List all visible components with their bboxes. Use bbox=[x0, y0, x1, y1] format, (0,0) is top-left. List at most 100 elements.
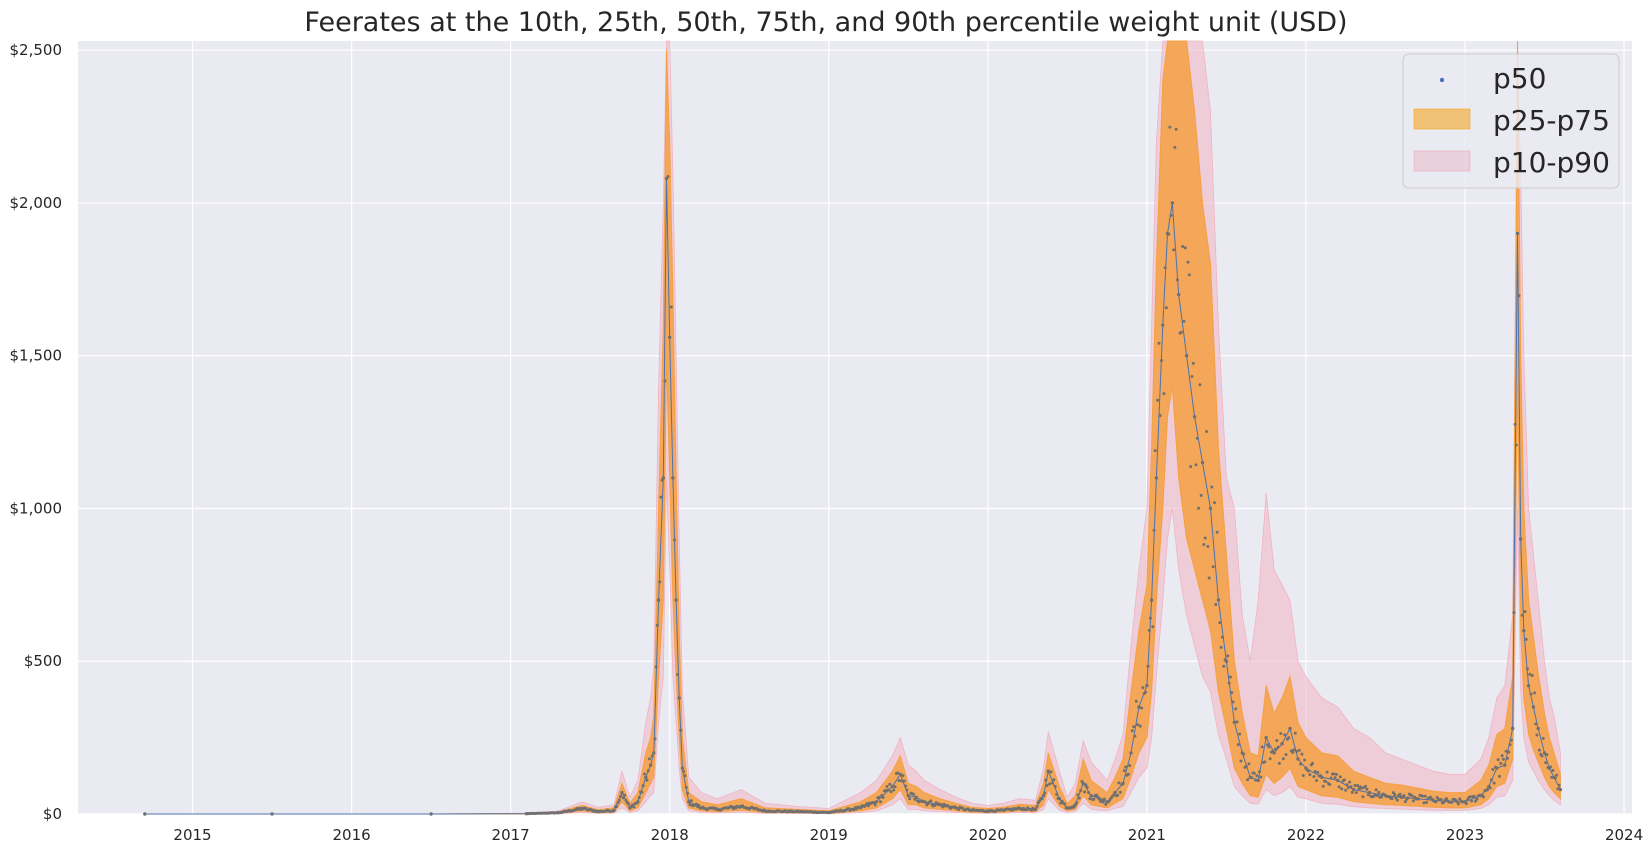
p50-point bbox=[1328, 782, 1332, 786]
p25-p75-band bbox=[144, 40, 1561, 815]
p50-point bbox=[1456, 802, 1460, 806]
p50-point bbox=[1348, 780, 1352, 784]
p50-point bbox=[579, 807, 583, 811]
p50-point bbox=[1116, 793, 1120, 797]
p50-point bbox=[1263, 760, 1267, 764]
p50-point bbox=[1536, 726, 1540, 731]
p50-point bbox=[898, 772, 903, 776]
p50-point bbox=[1344, 788, 1348, 792]
p50-point bbox=[671, 476, 675, 480]
p50-point bbox=[1500, 754, 1504, 758]
p50-point bbox=[650, 754, 654, 758]
p50-point bbox=[1169, 213, 1173, 217]
p50-point bbox=[825, 811, 829, 815]
p50-point bbox=[635, 801, 639, 805]
p50-point bbox=[1124, 765, 1128, 769]
legend-p10-p90-label: p10-p90 bbox=[1493, 146, 1610, 179]
p50-point bbox=[1558, 787, 1563, 792]
p50-point bbox=[1167, 232, 1171, 236]
p50-point bbox=[143, 812, 147, 816]
p50-point bbox=[1529, 692, 1533, 696]
p50-point bbox=[1354, 791, 1358, 795]
p50-point bbox=[1518, 537, 1523, 541]
p50-point bbox=[686, 791, 690, 795]
p50-point bbox=[1136, 723, 1140, 727]
p50-point bbox=[1212, 501, 1216, 505]
p50-point bbox=[1176, 292, 1181, 297]
p50-point bbox=[1374, 788, 1378, 792]
p50-point bbox=[1497, 774, 1501, 778]
p50-point bbox=[1250, 776, 1254, 780]
p50-point bbox=[1361, 795, 1365, 799]
p50-point bbox=[1164, 306, 1168, 310]
p50-point bbox=[1255, 774, 1259, 778]
p50-point bbox=[1163, 266, 1167, 270]
p50-point bbox=[902, 779, 906, 783]
p50-point bbox=[1351, 787, 1356, 792]
p50-point bbox=[1049, 770, 1053, 774]
x-tick-label: 2021 bbox=[1128, 826, 1166, 844]
p50-point bbox=[1161, 323, 1165, 327]
p50-point bbox=[1446, 799, 1450, 803]
p50-point bbox=[1056, 797, 1060, 801]
p50-points-layer bbox=[143, 125, 1563, 816]
p50-point bbox=[1256, 778, 1260, 783]
p50-point bbox=[1291, 750, 1295, 754]
p50-point bbox=[1064, 806, 1068, 810]
p50-point bbox=[1544, 761, 1548, 765]
p25-p75-band-layer bbox=[144, 40, 1561, 815]
p50-point bbox=[660, 478, 664, 482]
p50-point bbox=[1092, 797, 1096, 801]
p50-point bbox=[897, 779, 901, 783]
p50-point bbox=[1513, 422, 1517, 426]
p50-point bbox=[904, 784, 908, 788]
p50-point bbox=[644, 775, 648, 780]
p50-point bbox=[617, 798, 621, 802]
p50-point bbox=[677, 696, 681, 700]
p50-point bbox=[1464, 802, 1468, 806]
p50-point bbox=[1138, 724, 1142, 728]
chart-title: Feerates at the 10th, 25th, 50th, 75th, … bbox=[304, 7, 1347, 38]
p50-point bbox=[1345, 783, 1349, 787]
p50-point bbox=[1336, 778, 1340, 783]
p50-point bbox=[1147, 628, 1151, 632]
x-tick-label: 2017 bbox=[492, 826, 530, 844]
p50-point bbox=[924, 800, 928, 804]
p50-point bbox=[906, 793, 910, 798]
legend-p25-p75-label: p25-p75 bbox=[1493, 104, 1610, 137]
p50-point bbox=[1104, 802, 1108, 806]
p50-point bbox=[893, 785, 897, 789]
p50-point bbox=[1276, 745, 1280, 749]
p50-point bbox=[1450, 800, 1454, 804]
p50-point bbox=[889, 790, 893, 794]
p50-point bbox=[1132, 725, 1136, 729]
p50-point bbox=[623, 793, 627, 797]
p50-point bbox=[1376, 794, 1380, 798]
x-tick-label: 2015 bbox=[173, 826, 211, 844]
p50-point bbox=[1187, 273, 1191, 277]
p50-point bbox=[1172, 248, 1176, 252]
p50-point bbox=[1488, 786, 1492, 790]
p50-point bbox=[1303, 758, 1307, 762]
p50-point bbox=[1546, 766, 1550, 770]
p50-point bbox=[1525, 667, 1529, 671]
p50-point bbox=[1075, 801, 1079, 805]
p50-point bbox=[1264, 735, 1268, 740]
p50-point bbox=[969, 808, 973, 812]
y-tick-label: $1,500 bbox=[10, 347, 63, 365]
p50-point bbox=[867, 804, 871, 808]
p50-point bbox=[1430, 797, 1434, 801]
p50-point bbox=[1197, 506, 1201, 510]
p50-point bbox=[655, 623, 659, 627]
p50-point bbox=[1044, 778, 1048, 782]
p50-point bbox=[1439, 798, 1443, 802]
p50-point bbox=[1287, 736, 1291, 740]
p50-point bbox=[1472, 794, 1476, 798]
p50-point bbox=[595, 809, 599, 813]
p50-point bbox=[1140, 706, 1144, 710]
p50-point bbox=[1296, 757, 1300, 761]
p50-point bbox=[1470, 799, 1474, 803]
p50-point bbox=[1509, 738, 1513, 742]
p50-point bbox=[1365, 787, 1369, 791]
